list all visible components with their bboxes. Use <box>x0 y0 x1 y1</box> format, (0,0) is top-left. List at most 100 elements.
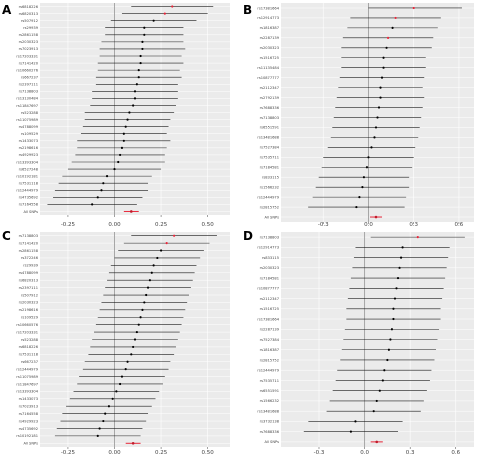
snp-estimate-point <box>113 167 116 171</box>
snp-estimate-point <box>385 46 388 49</box>
snp-estimate-point <box>362 176 366 179</box>
snp-estimate-point <box>146 286 150 289</box>
x-tick-label: 0.00 <box>108 450 121 456</box>
snp-estimate-point <box>137 76 140 79</box>
snp-estimate-point <box>390 328 394 331</box>
snp-estimate-point <box>163 12 166 15</box>
snp-label: rs7164558 <box>19 412 39 416</box>
x-tick-label: -0.25 <box>61 450 76 456</box>
snp-label: rs833115 <box>262 176 279 180</box>
snp-label: rs2112347 <box>260 86 279 90</box>
snp-label: rs7535711 <box>260 379 279 383</box>
snp-estimate-point <box>120 146 124 149</box>
snp-label: rs1516725 <box>260 307 279 311</box>
snp-estimate-point <box>133 90 137 93</box>
snp-label: rs7138803 <box>19 90 38 94</box>
snp-estimate-point <box>91 203 94 206</box>
snp-estimate-point <box>398 266 401 269</box>
snp-estimate-point <box>393 297 397 300</box>
snp-estimate-point <box>358 196 361 199</box>
snp-estimate-point <box>118 153 122 157</box>
summary-estimate-point <box>129 210 133 213</box>
snp-label: rs7184581 <box>260 166 279 170</box>
snp-estimate-point <box>394 16 397 20</box>
snp-estimate-point <box>150 271 153 274</box>
snp-label: rs7164558 <box>19 203 39 207</box>
snp-estimate-point <box>139 316 142 319</box>
snp-estimate-point <box>130 353 133 356</box>
snp-label: rs2030323 <box>260 266 279 270</box>
x-tick-label: 0.25 <box>155 222 168 228</box>
snp-label: rs2861158 <box>19 249 39 253</box>
snp-label: rs17203331 <box>16 54 38 58</box>
snp-estimate-point <box>380 76 384 79</box>
snp-estimate-point <box>354 420 357 423</box>
x-tick-label: 0.0 <box>364 222 373 228</box>
snp-estimate-point <box>132 345 135 349</box>
snp-label: rs13393304 <box>16 160 38 164</box>
snp-label: rs4788099 <box>19 271 39 275</box>
snp-estimate-point <box>115 390 118 393</box>
snp-estimate-point <box>392 307 395 310</box>
snp-label: rs11135484 <box>257 66 279 70</box>
snp-estimate-point <box>96 434 99 437</box>
snp-label: rs2287139 <box>260 328 280 332</box>
snp-estimate-point <box>377 106 381 109</box>
snp-label: rs372246 <box>21 256 39 260</box>
snp-label: rs4735692 <box>19 196 38 200</box>
snp-label: rs13393304 <box>16 390 38 394</box>
snp-estimate-point <box>135 330 138 334</box>
snp-estimate-point <box>373 136 376 139</box>
x-tick-label: 0.6 <box>451 450 460 456</box>
snp-estimate-point <box>145 293 148 297</box>
x-tick-label: 0.3 <box>406 450 415 456</box>
snp-label: rs6818226 <box>19 345 39 349</box>
x-tick-label: 0.50 <box>202 450 215 456</box>
snp-label: rs2198616 <box>19 308 39 312</box>
snp-label: rs2861158 <box>19 33 39 37</box>
snp-estimate-point <box>102 419 105 423</box>
snp-estimate-point <box>399 256 403 259</box>
snp-label: rs1816387 <box>260 348 279 352</box>
snp-label: rs7023913 <box>19 47 38 51</box>
snp-estimate-point <box>124 125 127 128</box>
summary-estimate-point <box>375 440 379 444</box>
snp-label: rs4929923 <box>19 419 38 423</box>
snp-label: rs667237 <box>21 76 38 80</box>
snp-label: rs2397111 <box>19 286 38 290</box>
snp-estimate-point <box>98 427 101 430</box>
snp-label: rs7138803 <box>260 116 279 120</box>
snp-label: rs10877777 <box>257 76 279 80</box>
snp-estimate-point <box>381 379 384 382</box>
snp-label: rs12444979 <box>16 367 38 371</box>
snp-estimate-point <box>124 368 127 371</box>
snp-label: rs12914773 <box>257 16 279 20</box>
snp-label: rs7023913 <box>19 405 38 409</box>
snp-label: rs6820313 <box>19 12 38 16</box>
summary-label: All SNPs <box>23 442 38 446</box>
snp-label: rs1433073 <box>19 139 38 143</box>
snp-estimate-point <box>375 399 378 403</box>
snp-estimate-point <box>143 301 146 304</box>
snp-label: rs7531118 <box>19 182 39 186</box>
snp-label: rs833115 <box>262 256 279 260</box>
snp-label: rs1816387 <box>260 26 279 30</box>
snp-label: rs12914773 <box>257 246 279 250</box>
snp-label: rs7184581 <box>260 276 279 280</box>
snp-estimate-point <box>412 6 415 10</box>
snp-estimate-point <box>376 116 379 119</box>
snp-estimate-point <box>133 97 137 100</box>
snp-label: rs7688336 <box>260 106 280 110</box>
snp-label: rs7688336 <box>260 430 280 434</box>
snp-label: rs2112347 <box>260 297 279 301</box>
snp-label: rs29939 <box>23 26 38 30</box>
snp-estimate-point <box>122 139 125 142</box>
snp-label: rs2198616 <box>19 146 39 150</box>
snp-estimate-point <box>105 175 109 178</box>
snp-estimate-point <box>389 338 392 341</box>
snp-label: rs10192181 <box>16 174 38 178</box>
